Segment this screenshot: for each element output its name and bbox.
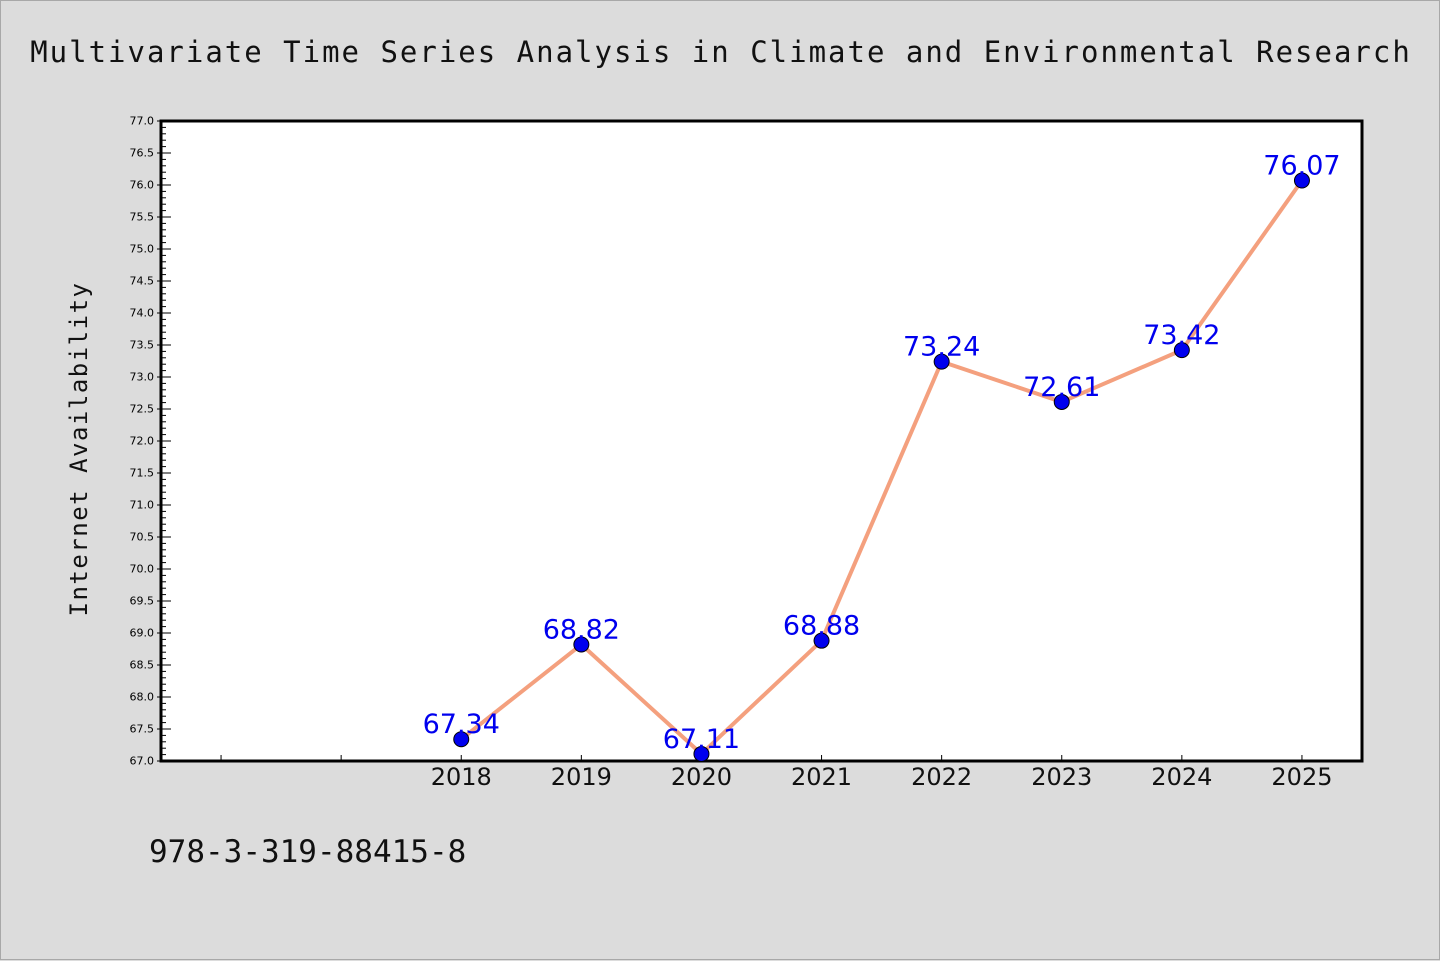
data-point-marker bbox=[1173, 342, 1190, 359]
data-label: 68.88 bbox=[783, 611, 860, 642]
y-tick-label: 75.0 bbox=[130, 243, 155, 256]
y-tick-label: 68.5 bbox=[130, 659, 155, 672]
x-tick-label: 2025 bbox=[1271, 763, 1332, 791]
data-point-marker bbox=[933, 353, 950, 370]
data-point-marker bbox=[573, 636, 590, 653]
data-point-marker bbox=[693, 745, 710, 762]
data-label: 72.61 bbox=[1023, 372, 1100, 403]
y-tick-label: 69.5 bbox=[130, 595, 155, 608]
x-tick-label: 2020 bbox=[671, 763, 732, 791]
y-tick-label: 71.5 bbox=[130, 467, 155, 480]
data-point-marker bbox=[453, 731, 470, 748]
x-axis-ticks: 2018 2019 2020 2021 2022 2023 2024 2025 bbox=[220, 755, 1332, 791]
data-label: 67.11 bbox=[663, 724, 740, 755]
series-layer: 67.34 68.82 67.11 68.88 73.24 72.61 73.42 76.07 bbox=[423, 151, 1341, 762]
data-point-marker bbox=[1293, 172, 1310, 189]
data-label: 73.42 bbox=[1143, 320, 1220, 351]
y-tick-label: 76.5 bbox=[130, 147, 155, 160]
data-label: 68.82 bbox=[543, 615, 620, 646]
y-tick-label: 73.5 bbox=[130, 339, 155, 352]
isbn-label: 978-3-319-88415-8 bbox=[149, 834, 467, 870]
plot-area bbox=[159, 119, 1364, 763]
y-tick-label: 72.5 bbox=[130, 403, 155, 416]
y-tick-label: 74.5 bbox=[130, 275, 155, 288]
data-label: 76.07 bbox=[1263, 151, 1340, 182]
y-tick-label: 67.5 bbox=[130, 723, 155, 736]
x-tick-label: 2023 bbox=[1031, 763, 1092, 791]
y-tick-label: 70.5 bbox=[130, 531, 155, 544]
y-tick-label: 71.0 bbox=[130, 499, 155, 512]
data-label: 73.24 bbox=[903, 332, 980, 363]
data-point-marker bbox=[813, 632, 830, 649]
x-tick-label: 2021 bbox=[791, 763, 852, 791]
y-minor-ticks bbox=[161, 126, 166, 756]
series-line bbox=[459, 178, 1304, 756]
y-tick-label: 75.5 bbox=[130, 211, 155, 224]
y-tick-label: 73.0 bbox=[130, 371, 155, 384]
x-tick-label: 2019 bbox=[551, 763, 612, 791]
x-tick-label: 2022 bbox=[911, 763, 972, 791]
y-axis-ticks: 67.0 67.5 68.0 68.5 69.0 69.5 70.0 70.5 71.0 71.5… bbox=[130, 115, 171, 768]
y-tick-label: 70.0 bbox=[130, 563, 155, 576]
y-tick-label: 76.0 bbox=[130, 179, 155, 192]
y-tick-label: 77.0 bbox=[130, 115, 155, 128]
chart-title: Multivariate Time Series Analysis in Cli… bbox=[30, 35, 1412, 69]
y-tick-label: 74.0 bbox=[130, 307, 155, 320]
y-tick-label: 72.0 bbox=[130, 435, 155, 448]
y-tick-label: 69.0 bbox=[130, 627, 155, 640]
data-label: 67.34 bbox=[423, 709, 500, 740]
y-axis-label: Internet Availability bbox=[65, 282, 93, 617]
y-tick-label: 68.0 bbox=[130, 691, 155, 704]
x-tick-label: 2018 bbox=[431, 763, 492, 791]
y-tick-label: 67.0 bbox=[130, 755, 155, 768]
data-point-marker bbox=[1053, 393, 1070, 410]
x-tick-label: 2024 bbox=[1151, 763, 1212, 791]
